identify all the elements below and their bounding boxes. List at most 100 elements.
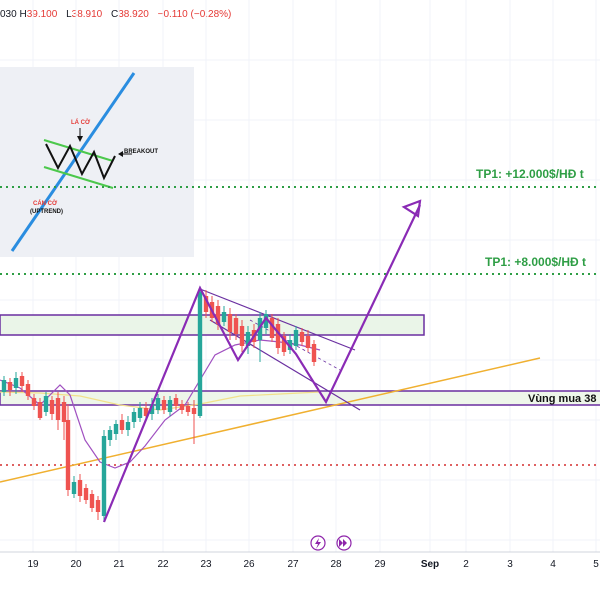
candle-up[interactable] [221,312,227,322]
x-tick-label: 26 [243,559,255,570]
x-tick-label: 2 [463,559,469,570]
candle-down[interactable] [7,382,13,390]
candle-down[interactable] [55,398,61,420]
buy-zone-label: Vùng mua 38 [528,393,596,405]
change-value: −0.110 (−0.28%) [157,9,232,20]
inset-trend-label: (UPTREND) [30,209,63,215]
x-tick-label: Sep [421,559,439,570]
candle-down[interactable] [215,306,221,324]
low-value: 38.910 [71,9,103,20]
projection-path[interactable] [102,204,421,523]
projection-arrowhead [401,199,422,218]
candle-up[interactable] [245,332,251,346]
candle-down[interactable] [143,408,149,416]
x-axis: 19 20 21 22 23 26 27 28 29 Sep 2 3 4 5 [0,551,600,570]
candle-up[interactable] [13,378,19,388]
ohlc-header: 030 H39.100 L38.910 C38.920 −0.110 (−0.2… [0,9,231,20]
candle-up[interactable] [293,330,299,346]
x-tick-label: 22 [157,559,169,570]
candle-down[interactable] [299,332,305,342]
x-tick-label: 23 [200,559,212,570]
candle-up[interactable] [149,404,155,414]
candle-up[interactable] [155,398,161,410]
x-tick-label: 28 [330,559,342,570]
candle-down[interactable] [119,420,125,430]
candle-down[interactable] [37,402,43,418]
candle-up[interactable] [167,400,173,412]
candle-down[interactable] [233,318,239,334]
uptrend-line[interactable] [0,357,541,483]
candle-down[interactable] [77,480,83,496]
candles [1,286,317,522]
inset-breakout-arrowhead [118,151,123,157]
candle-up[interactable] [43,396,49,412]
inset-flag-upper [43,139,114,162]
candle-up[interactable] [125,422,131,430]
candle-up[interactable] [71,482,77,494]
tp-low-label: TP1: +8.000$/HĐ t [485,255,586,269]
flag-pattern-inset: LÁ CỜ CÁN CỜ (UPTREND) BREAKOUT [0,67,194,257]
inset-pole-label: CÁN CỜ [33,199,58,207]
candle-down[interactable] [305,336,311,348]
candle-up[interactable] [287,340,293,350]
x-tick-label: 19 [27,559,39,570]
candle-down[interactable] [95,500,101,512]
x-tick-label: 20 [70,559,82,570]
candle-up[interactable] [197,292,203,416]
flag-channel-lower[interactable] [209,319,361,411]
x-tick-label: 27 [287,559,299,570]
candle-up[interactable] [101,436,107,516]
low-key: L [66,9,72,20]
candle-down[interactable] [83,488,89,500]
x-tick-label: 3 [507,559,513,570]
buy-zone[interactable] [0,390,600,406]
open-value: 030 [0,9,17,20]
tp-high-label: TP1: +12.000$/HĐ t [476,167,584,181]
candle-down[interactable] [49,400,55,414]
candle-down[interactable] [161,400,167,410]
candle-down[interactable] [227,314,233,332]
candle-up[interactable] [257,318,263,340]
candle-up[interactable] [1,380,7,392]
candle-down[interactable] [185,406,191,412]
candle-down[interactable] [25,384,31,396]
candle-down[interactable] [89,494,95,508]
candle-down[interactable] [311,344,317,362]
candle-up[interactable] [107,430,113,440]
inset-zigzag [45,143,116,181]
candle-down[interactable] [269,318,275,338]
high-key: H [19,9,27,20]
candle-down[interactable] [203,296,209,312]
close-value: 38.920 [118,9,149,20]
inset-flag-lower [43,166,114,189]
lightning-icon[interactable] [310,535,326,551]
flag-channel-mid [249,319,341,371]
inset-breakout-label: BREAKOUT [124,149,158,155]
inset-flag-arrowhead [77,136,83,142]
inset-pole-line [10,72,136,252]
candle-up[interactable] [137,408,143,418]
candle-down[interactable] [179,404,185,410]
x-tick-label: 5 [593,559,599,570]
candle-down[interactable] [65,420,71,490]
x-tick-label: 4 [550,559,556,570]
candle-up[interactable] [131,412,137,422]
fast-forward-icon[interactable] [336,535,352,551]
candle-down[interactable] [239,326,245,346]
candle-down[interactable] [19,376,25,386]
close-key: C [111,9,119,20]
inset-flag-label: LÁ CỜ [71,118,91,126]
candle-up[interactable] [263,314,269,328]
x-tick-label: 21 [113,559,125,570]
candle-down[interactable] [31,398,37,406]
candle-down[interactable] [173,398,179,406]
candle-down[interactable] [275,324,281,348]
candle-down[interactable] [281,336,287,352]
grid-lines [0,0,600,552]
high-value: 39.100 [26,9,58,20]
candle-down[interactable] [191,408,197,414]
candle-up[interactable] [113,424,119,434]
candle-down[interactable] [61,402,67,422]
